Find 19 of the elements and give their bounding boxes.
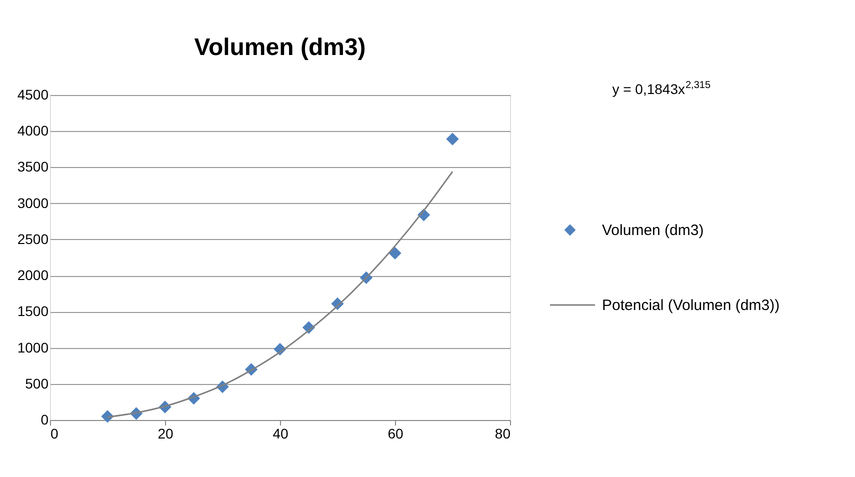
point (388, 246, 402, 260)
x-tick-label: 20 (158, 426, 174, 442)
chart-title: Volumen (dm3) (194, 34, 366, 61)
legend-label: Volumen (dm3) (602, 222, 704, 239)
x-tick-label: 80 (494, 426, 511, 442)
y-tick-label: 2000 (17, 267, 49, 284)
y-tick-label: 3000 (17, 194, 49, 211)
y-tick-label: 3500 (17, 158, 49, 175)
y-tick-label: 500 (25, 375, 49, 392)
y-tick-label: 2500 (17, 230, 49, 247)
point (446, 132, 459, 146)
x-tick-label: 60 (388, 426, 404, 442)
y-tick-label: 4000 (17, 122, 49, 139)
x-tick-label: 40 (272, 426, 288, 442)
y-tick-label: 1000 (17, 339, 49, 356)
y-tick-label: 0 (40, 412, 49, 428)
legend-label: Potencial (Volumen (dm3)) (602, 297, 780, 314)
y-tick-label: 1500 (17, 303, 49, 320)
y-tick-label: 4500 (17, 86, 49, 102)
